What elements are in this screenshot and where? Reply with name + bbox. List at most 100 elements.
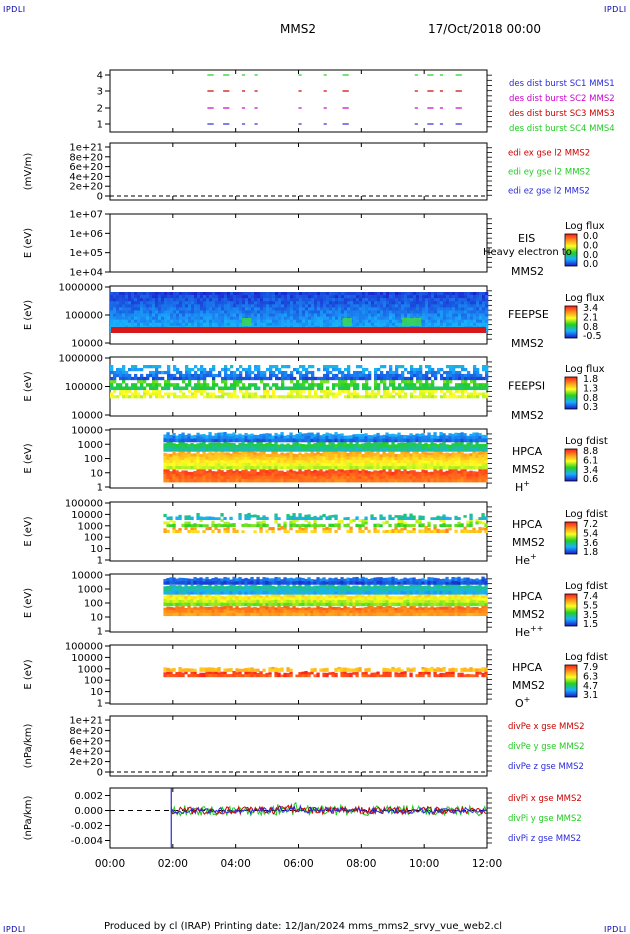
spectrogram-cell xyxy=(155,367,159,372)
spectrogram-cell xyxy=(415,519,419,524)
spectrogram-cell xyxy=(254,322,258,327)
spectrogram-cell xyxy=(274,519,278,524)
spectrogram-cell xyxy=(221,389,225,393)
spectrogram-cell xyxy=(443,310,447,314)
spectrogram-cell xyxy=(314,292,318,296)
spectrogram-cell xyxy=(299,376,303,381)
spectrogram-cell xyxy=(349,442,353,446)
spectrogram-cell xyxy=(214,476,218,480)
spectrogram-cell xyxy=(376,463,380,467)
spectrogram-cell xyxy=(368,373,372,378)
spectrogram-cell xyxy=(190,435,194,439)
spectrogram-cell xyxy=(470,322,474,327)
spectrogram-cell xyxy=(428,298,432,302)
spectrogram-cell xyxy=(140,307,144,311)
spectrogram-cell xyxy=(431,395,435,399)
spectrogram-cell xyxy=(194,395,198,399)
spectrogram-cell xyxy=(239,319,243,324)
spacecraft-label: MMS2 xyxy=(511,409,544,422)
spectrogram-cell xyxy=(302,301,306,305)
spectrogram-cell xyxy=(329,319,333,324)
spectrogram-cell xyxy=(143,316,147,320)
spectrogram-cell xyxy=(395,322,399,327)
spectrogram-cell xyxy=(392,389,396,393)
spectrogram-cell xyxy=(325,466,329,470)
legend-entry: edi ez gse l2 MMS2 xyxy=(508,187,590,197)
spectrogram-cell xyxy=(398,392,402,396)
spectrogram-cell xyxy=(311,295,315,299)
spectrogram-cell xyxy=(193,459,197,464)
spectrogram-cell xyxy=(253,460,257,464)
spectrogram-cell xyxy=(455,395,459,399)
spectrogram-cell xyxy=(397,469,401,473)
spectrogram-cell xyxy=(467,301,471,305)
spectrogram-cell xyxy=(355,441,359,445)
spectrogram-cell xyxy=(158,383,162,387)
spectrogram-cell xyxy=(268,468,272,473)
spectrogram-cell xyxy=(274,451,278,455)
spectrogram-cell xyxy=(232,466,236,470)
spectrogram-cell xyxy=(169,594,173,598)
spectrogram-cell xyxy=(293,367,297,372)
spectrogram-cell xyxy=(230,316,234,320)
spectrogram-cell xyxy=(446,316,450,320)
spectrogram-cell xyxy=(389,316,393,320)
spectrogram-cell xyxy=(266,383,270,387)
spectrogram-cell xyxy=(478,526,482,531)
spectrogram-cell xyxy=(346,435,350,440)
spectrogram-cell xyxy=(232,470,236,474)
spectrogram-cell xyxy=(433,479,437,483)
spectrogram-cell xyxy=(334,450,338,454)
spectrogram-cell xyxy=(196,459,200,464)
spectrogram-cell xyxy=(421,529,425,533)
spectrogram-cell xyxy=(163,521,167,525)
spectrogram-cell xyxy=(175,459,179,463)
spectrogram-cell xyxy=(473,373,477,378)
spectrogram-cell xyxy=(392,386,396,391)
spectrogram-cell xyxy=(454,452,458,456)
spectrogram-cell xyxy=(113,295,117,299)
spectrogram-cell xyxy=(257,316,261,320)
spectrogram-cell xyxy=(271,456,275,461)
spectrogram-cell xyxy=(245,373,249,378)
spectrogram-cell xyxy=(446,395,450,399)
spectrogram-cell xyxy=(473,367,477,372)
spectrogram-cell xyxy=(473,295,477,299)
spectrogram-cell xyxy=(280,452,284,456)
spectrogram-cell xyxy=(346,529,350,533)
spectrogram-cell xyxy=(275,376,279,381)
spectrogram-cell xyxy=(377,292,381,296)
spectrogram-cell xyxy=(200,392,204,396)
spectrogram-cell xyxy=(454,432,458,437)
spectrogram-cell xyxy=(343,479,347,483)
spectrogram-cell xyxy=(110,307,114,311)
spectrogram-cell xyxy=(458,389,462,393)
spectrogram-cell xyxy=(241,453,245,457)
spectrogram-cell xyxy=(110,295,114,299)
spectrogram-cell xyxy=(472,450,476,454)
spectrogram-cell xyxy=(427,438,431,443)
spectrogram-cell xyxy=(457,524,461,528)
y-axis-label: E (eV) xyxy=(23,371,34,401)
spectrogram-cell xyxy=(433,462,437,467)
spectrogram-cell xyxy=(259,439,263,443)
spectrogram-cell xyxy=(436,463,440,467)
spectrogram-cell xyxy=(238,466,242,470)
spectrogram-cell xyxy=(460,438,464,443)
spectrogram-cell xyxy=(431,301,435,305)
spectrogram-cell xyxy=(143,319,147,324)
spectrogram-cell xyxy=(152,313,156,317)
spectrogram-cell xyxy=(259,479,263,483)
spectrogram-cell xyxy=(131,395,135,399)
spectrogram-cell xyxy=(238,460,242,464)
spectrogram-cell xyxy=(418,465,422,470)
spectrogram-cell xyxy=(277,447,281,452)
spectrogram-cell xyxy=(442,456,446,460)
spectrogram-cell xyxy=(355,523,359,528)
spectrogram-cell xyxy=(400,451,404,455)
spectrogram-cell xyxy=(442,519,446,524)
spectrogram-cell xyxy=(451,445,455,449)
spectrogram-cell xyxy=(301,523,305,528)
spectrogram-cell xyxy=(182,307,186,311)
spectrogram-cell xyxy=(266,376,270,381)
